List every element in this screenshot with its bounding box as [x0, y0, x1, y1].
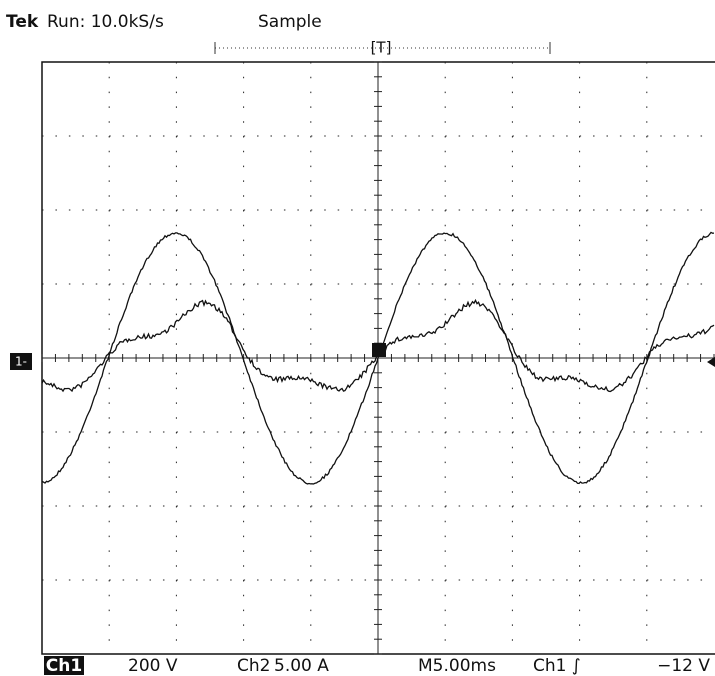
acquisition-mode: Sample	[258, 12, 322, 32]
oscilloscope-screen: Tek Run: 10.0kS/s Sample [T] 1- Ch1 200 …	[0, 0, 715, 676]
brand: Tek	[6, 12, 39, 32]
trigger-point	[372, 343, 386, 357]
trigger-level: −12 V	[657, 656, 710, 676]
trigger-position: [T]	[371, 39, 392, 57]
acquisition-status: Run: 10.0kS/s	[47, 12, 164, 32]
channel-1-scale: 200 V	[128, 656, 178, 676]
background	[0, 0, 715, 676]
trigger-source: Ch1 ∫	[533, 656, 581, 676]
channel-2-scale: 5.00 A	[274, 656, 329, 676]
timebase: M5.00ms	[418, 656, 496, 676]
ground-marker-label: 1-	[15, 355, 27, 369]
channel-2-label: Ch2	[237, 656, 270, 676]
channel-1-label: Ch1	[46, 656, 82, 676]
